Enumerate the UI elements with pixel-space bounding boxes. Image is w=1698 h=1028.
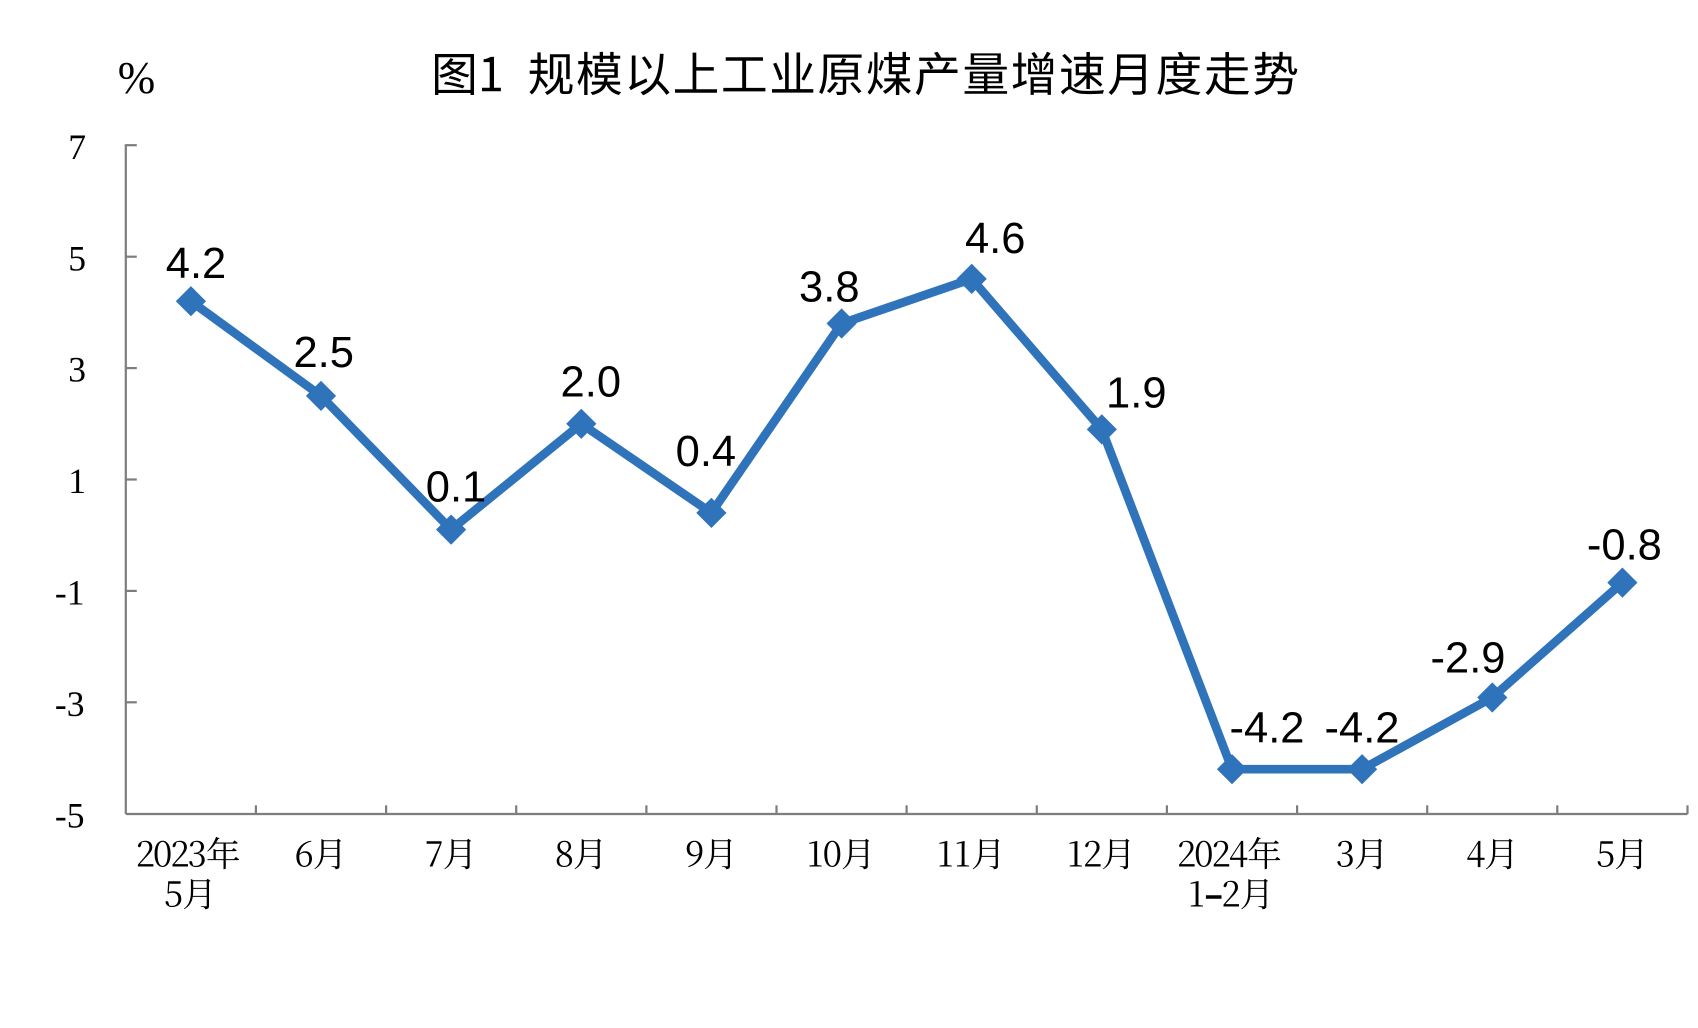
svg-text:2.5: 2.5 [293,329,353,377]
svg-text:-1: -1 [55,573,85,613]
svg-text:3.8: 3.8 [799,263,859,311]
svg-text:5: 5 [68,238,86,278]
svg-text:4.6: 4.6 [965,215,1025,263]
svg-text:1.9: 1.9 [1106,369,1166,417]
svg-text:-3: -3 [55,684,85,724]
svg-text:3: 3 [68,350,86,390]
svg-text:-2.9: -2.9 [1431,635,1506,683]
svg-text:1: 1 [68,461,86,501]
svg-text:7: 7 [68,127,86,167]
svg-text:-5: -5 [55,795,85,835]
svg-text:-4.2: -4.2 [1325,705,1400,753]
svg-text:2.0: 2.0 [561,359,621,407]
svg-text:-0.8: -0.8 [1587,521,1662,569]
svg-text:4.2: 4.2 [166,240,226,288]
svg-text:0.1: 0.1 [426,464,486,512]
svg-text:%: % [118,53,156,103]
svg-text:-4.2: -4.2 [1230,705,1305,753]
svg-text:0.4: 0.4 [676,428,736,476]
